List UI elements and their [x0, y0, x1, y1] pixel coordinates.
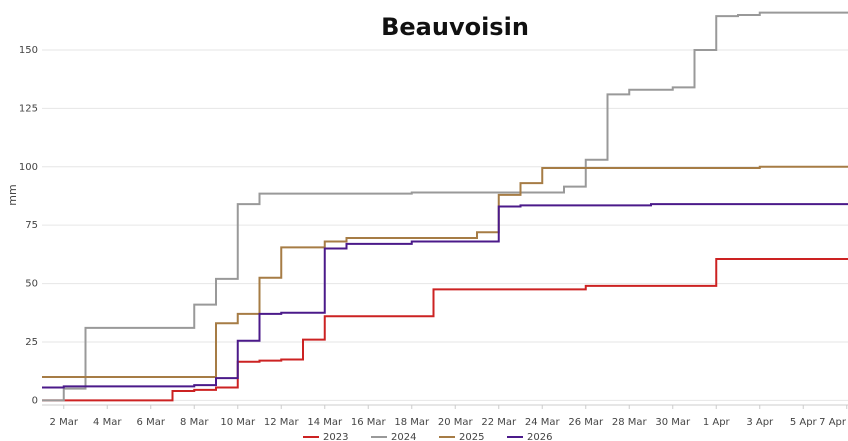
chart-title: Beauvoisin: [381, 13, 529, 41]
legend-label: 2026: [527, 432, 552, 441]
x-tick-label: 24 Mar: [525, 417, 561, 428]
y-tick-label: 100: [19, 162, 38, 173]
x-tick-label: 5 Apr: [790, 417, 818, 428]
legend-label: 2024: [391, 432, 416, 441]
x-tick-label: 7 Apr: [819, 417, 847, 428]
x-tick-label: 20 Mar: [438, 417, 474, 428]
y-tick-label: 50: [25, 279, 38, 290]
x-tick-label: 30 Mar: [655, 417, 691, 428]
y-tick-label: 150: [19, 45, 38, 56]
x-tick-label: 8 Mar: [180, 417, 209, 428]
x-tick-label: 10 Mar: [220, 417, 256, 428]
series-line: [42, 203, 848, 389]
x-tick-label: 6 Mar: [137, 417, 166, 428]
y-tick-label: 25: [25, 337, 38, 348]
x-tick-label: 14 Mar: [307, 417, 343, 428]
x-tick-label: 4 Mar: [93, 417, 122, 428]
y-tick-label: 75: [25, 220, 38, 231]
x-tick-label: 26 Mar: [568, 417, 604, 428]
y-axis-label: mm: [6, 184, 19, 205]
y-tick-label: 0: [32, 395, 38, 406]
series-line: [42, 258, 848, 402]
series-line: [42, 165, 848, 378]
x-tick-label: 1 Apr: [703, 417, 731, 428]
legend-label: 2023: [323, 432, 348, 441]
legend-label: 2025: [459, 432, 484, 441]
x-tick-label: 28 Mar: [612, 417, 648, 428]
x-tick-label: 3 Apr: [746, 417, 774, 428]
x-tick-label: 22 Mar: [481, 417, 517, 428]
series-line: [42, 11, 848, 402]
y-tick-label: 125: [19, 103, 38, 114]
x-tick-label: 18 Mar: [394, 417, 430, 428]
x-tick-label: 12 Mar: [264, 417, 300, 428]
x-tick-label: 2 Mar: [50, 417, 79, 428]
x-tick-label: 16 Mar: [351, 417, 387, 428]
